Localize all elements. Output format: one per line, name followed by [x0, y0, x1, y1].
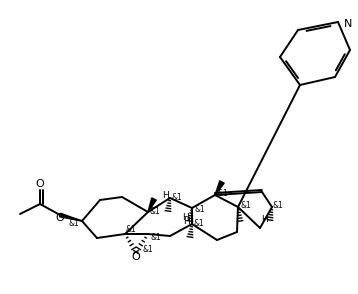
Text: &1: &1 — [273, 201, 284, 210]
Text: H: H — [183, 216, 189, 225]
Text: O: O — [55, 213, 64, 223]
Text: O: O — [36, 179, 44, 189]
Polygon shape — [148, 198, 156, 212]
Text: &1: &1 — [151, 233, 161, 241]
Text: &1: &1 — [194, 218, 204, 228]
Polygon shape — [59, 213, 82, 221]
Text: &1: &1 — [150, 206, 160, 216]
Text: &1: &1 — [126, 225, 136, 233]
Polygon shape — [215, 181, 224, 195]
Text: H: H — [261, 215, 267, 223]
Text: &1: &1 — [171, 193, 182, 201]
Text: &1: &1 — [195, 206, 205, 215]
Text: O: O — [132, 252, 140, 262]
Text: &1: &1 — [69, 220, 79, 228]
Text: &1: &1 — [142, 245, 153, 255]
Text: &1: &1 — [218, 188, 228, 198]
Text: &1: &1 — [241, 201, 251, 210]
Text: H: H — [161, 191, 168, 200]
Text: N: N — [344, 19, 352, 29]
Text: H: H — [182, 213, 188, 223]
